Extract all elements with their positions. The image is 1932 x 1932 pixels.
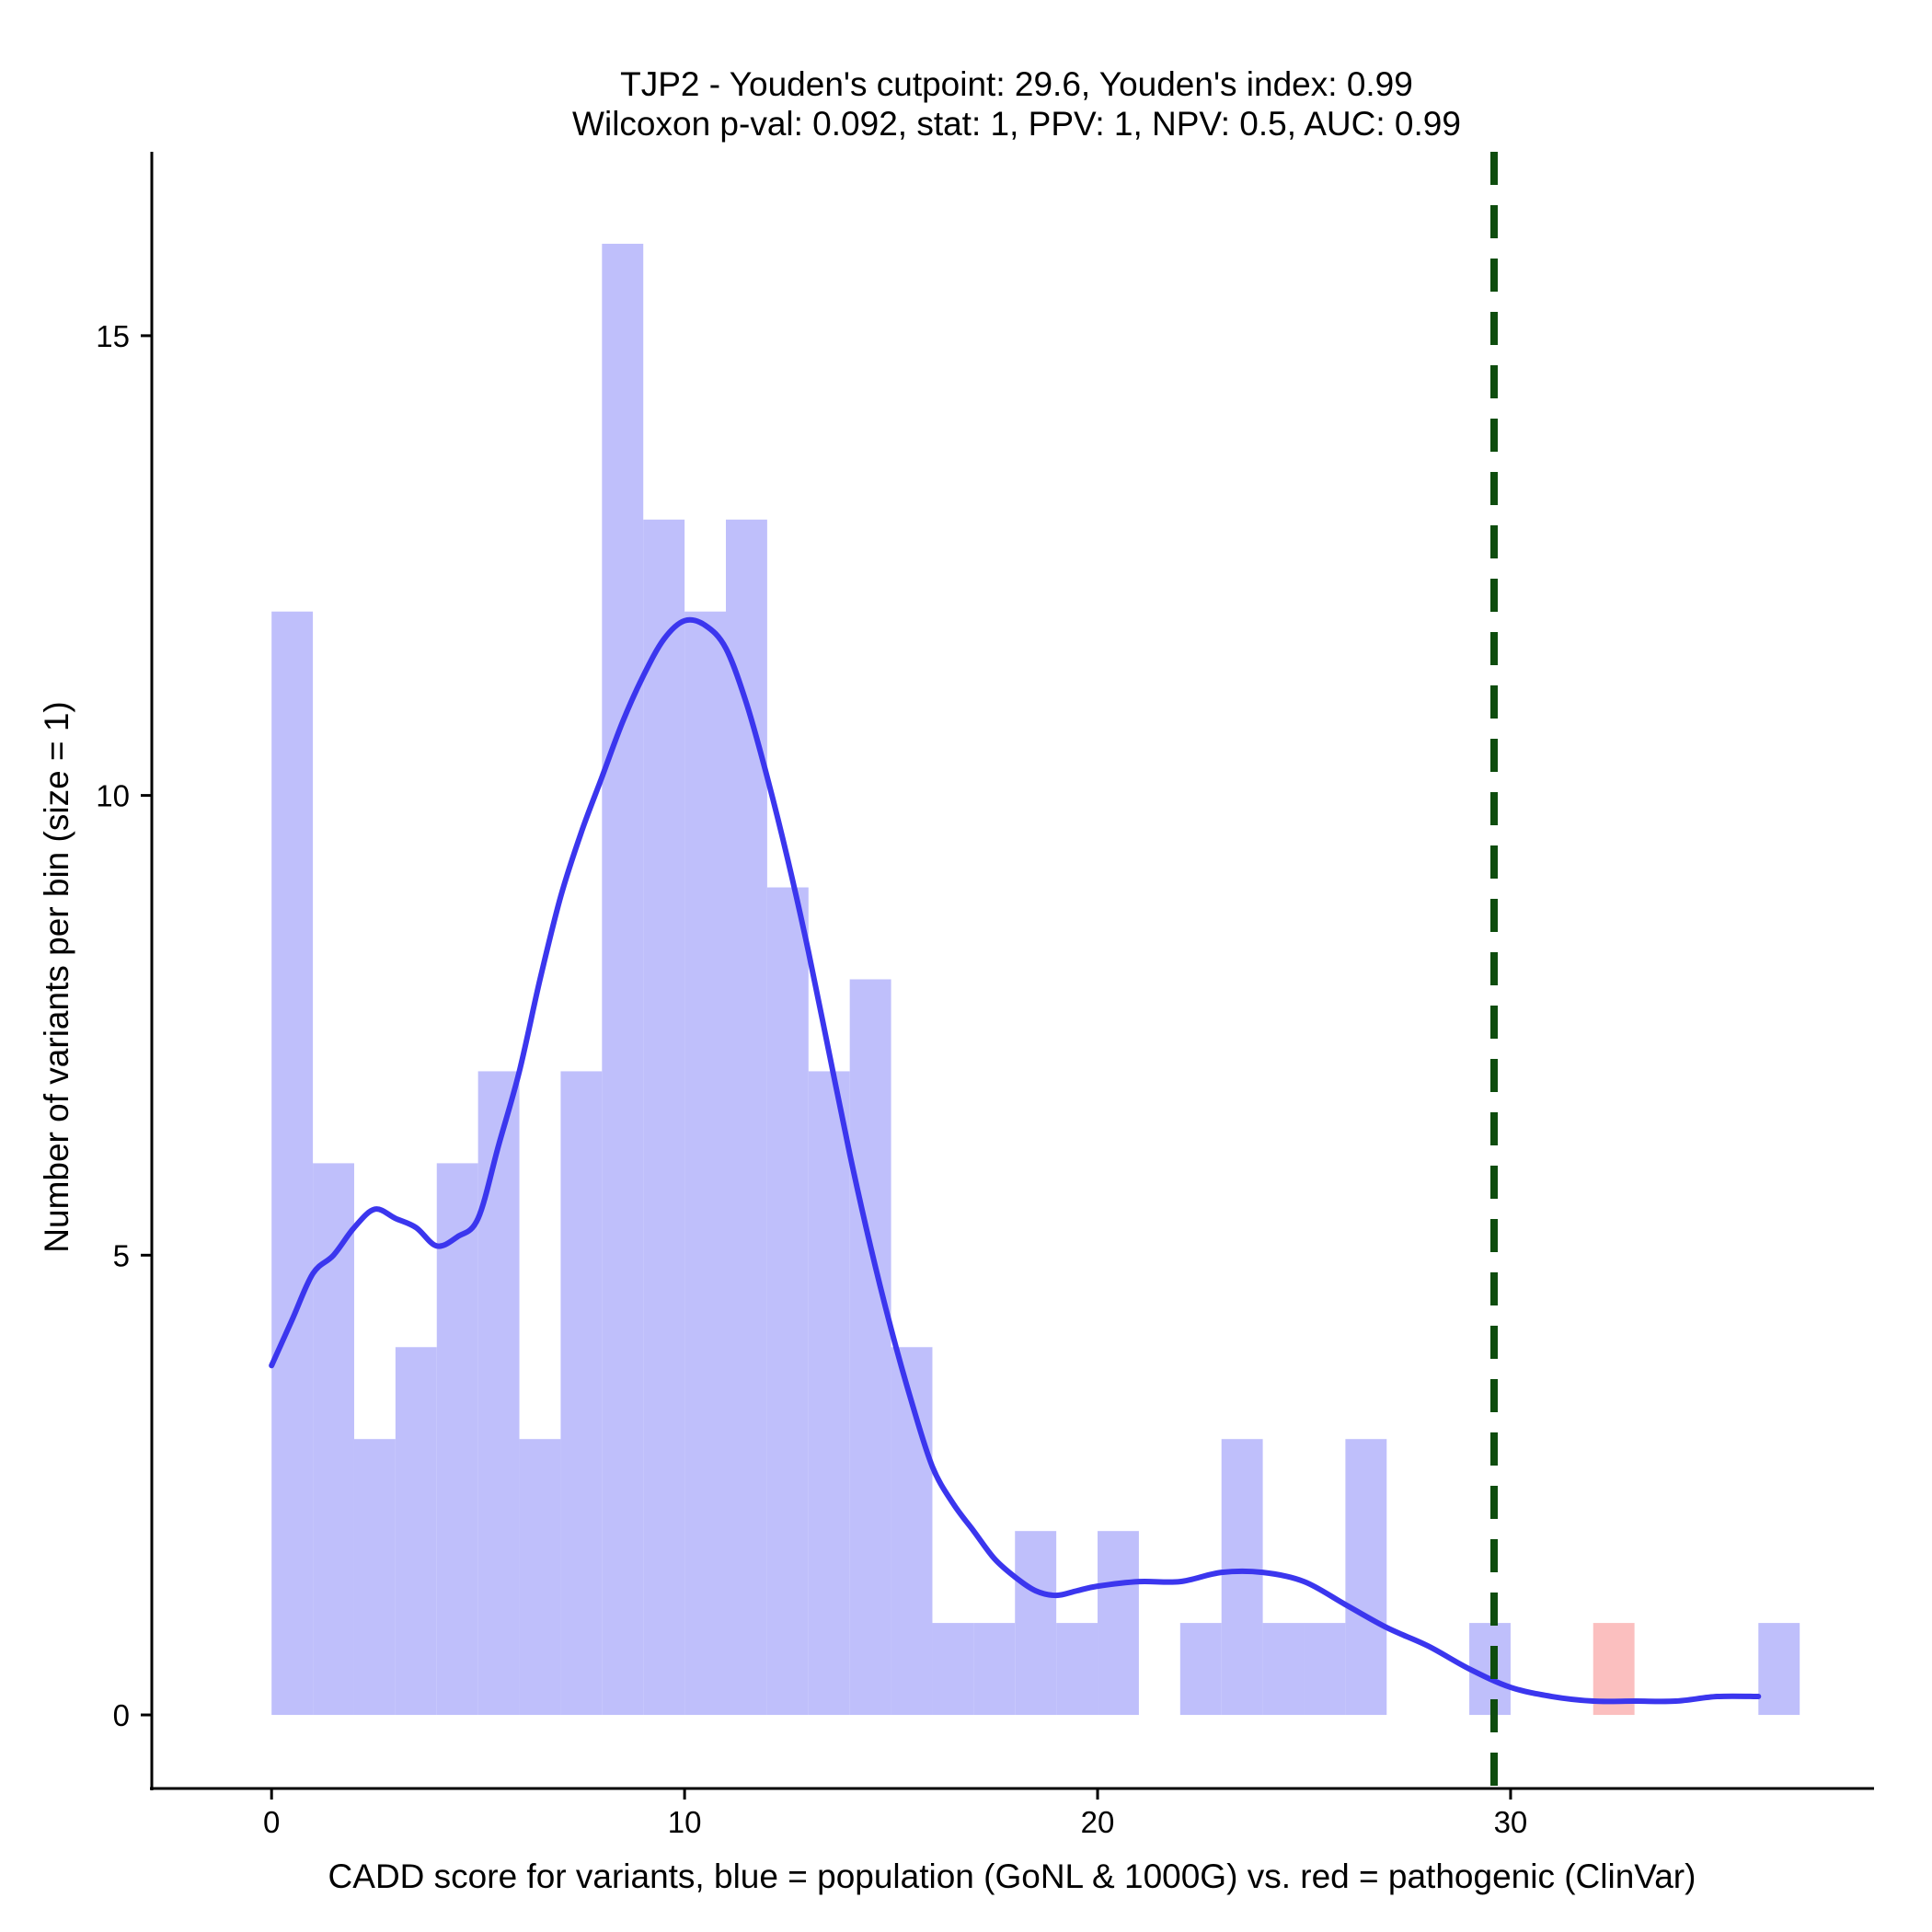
y-tick-label: 0 [113, 1698, 130, 1732]
population-bar-19 [1056, 1623, 1098, 1716]
population-bar-22 [1179, 1623, 1222, 1716]
population-bar-7 [560, 1071, 603, 1716]
y-tick-label: 15 [96, 319, 130, 353]
y-tick-label: 5 [113, 1238, 130, 1272]
x-tick-label: 30 [1494, 1805, 1528, 1839]
population-bar-0 [271, 611, 314, 1716]
x-axis-ticks: 0 10 20 30 [263, 1788, 1527, 1839]
population-bar-3 [395, 1347, 437, 1716]
y-tick-label: 10 [96, 779, 130, 813]
population-bar-5 [477, 1071, 520, 1716]
chart-title-line-2: Wilcoxon p-val: 0.092, stat: 1, PPV: 1, … [572, 105, 1461, 143]
density-curve [269, 616, 1762, 1705]
population-bar-16 [932, 1623, 974, 1716]
population-bar-9 [643, 519, 685, 1716]
population-bar-36 [1758, 1623, 1800, 1716]
population-bar-29 [1469, 1623, 1511, 1716]
population-bar-14 [849, 979, 891, 1716]
population-bar-24 [1262, 1623, 1305, 1716]
population-bar-23 [1221, 1439, 1263, 1716]
population-bar-8 [602, 243, 644, 1716]
x-tick-label: 20 [1081, 1805, 1115, 1839]
population-bar-6 [519, 1439, 561, 1716]
population-bar-1 [313, 1163, 354, 1716]
population-bar-18 [1015, 1531, 1057, 1716]
x-axis-label: CADD score for variants, blue = populati… [328, 1857, 1696, 1895]
population-bar-13 [808, 1071, 850, 1716]
population-bar-26 [1345, 1439, 1387, 1716]
population-bar-10 [684, 611, 726, 1716]
x-tick-label: 10 [668, 1805, 702, 1839]
chart-title-line-1: TJP2 - Youden's cutpoint: 29.6, Youden's… [620, 65, 1413, 103]
population-bar-17 [973, 1623, 1016, 1716]
population-bar-20 [1098, 1531, 1139, 1716]
population-bar-12 [766, 887, 809, 1716]
population-bar-2 [353, 1439, 396, 1716]
population-bars [271, 243, 1800, 1716]
population-bar-4 [436, 1163, 478, 1716]
x-tick-label: 0 [263, 1805, 280, 1839]
y-axis-label: Number of variants per bin (size = 1) [38, 701, 75, 1252]
y-axis-ticks: 0 5 10 15 [96, 319, 152, 1732]
population-bar-25 [1304, 1623, 1346, 1716]
population-bar-11 [726, 519, 767, 1716]
